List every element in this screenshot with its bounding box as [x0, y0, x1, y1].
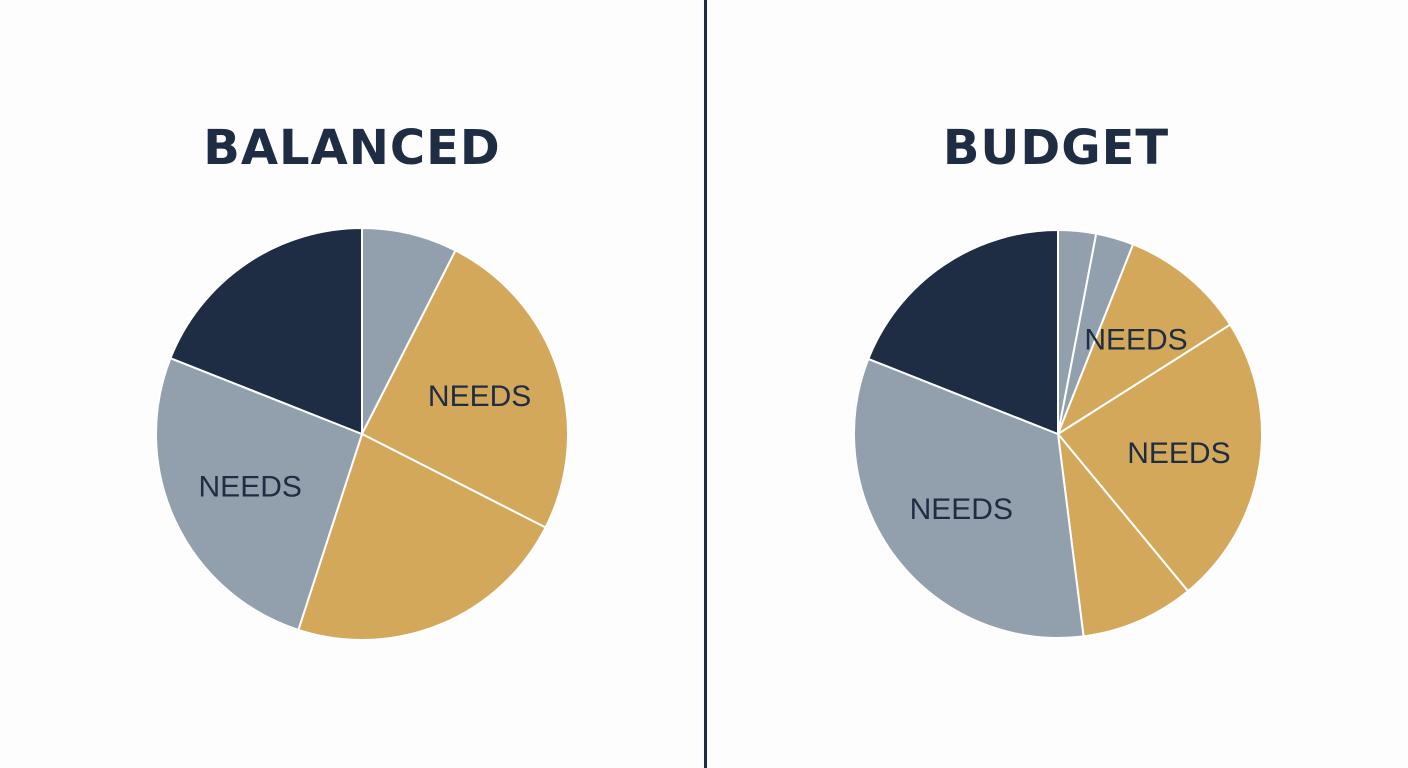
pie-slice	[1057, 323, 1263, 593]
balanced-title: BALANCED	[203, 120, 501, 176]
pie-slice	[169, 227, 363, 435]
budget-pie-chart: NEEDS NEEDS NEEDS	[853, 228, 1263, 639]
budget-panel: BUDGET NEEDS NEEDS NEEDS	[704, 0, 1408, 768]
slice-label: NEEDS	[910, 493, 1013, 526]
pie-slice	[1057, 243, 1232, 435]
pie-slice	[155, 357, 363, 631]
pie-slice	[867, 229, 1059, 435]
slice-label: NEEDS	[199, 471, 302, 504]
slice-label: NEEDS	[1084, 324, 1187, 357]
slice-label: NEEDS	[1127, 437, 1230, 470]
budget-title: BUDGET	[942, 120, 1170, 176]
center-divider	[704, 0, 707, 768]
balanced-pie-chart: NEEDS NEEDS	[155, 227, 569, 641]
pie-slice	[297, 433, 547, 641]
balanced-panel: BALANCED NEEDS NEEDS	[155, 120, 569, 641]
pie-slice	[853, 357, 1085, 639]
pie-slice	[361, 227, 457, 435]
slice-label: NEEDS	[428, 380, 531, 413]
pie-slice	[361, 249, 569, 529]
pie-slice	[1057, 433, 1190, 638]
